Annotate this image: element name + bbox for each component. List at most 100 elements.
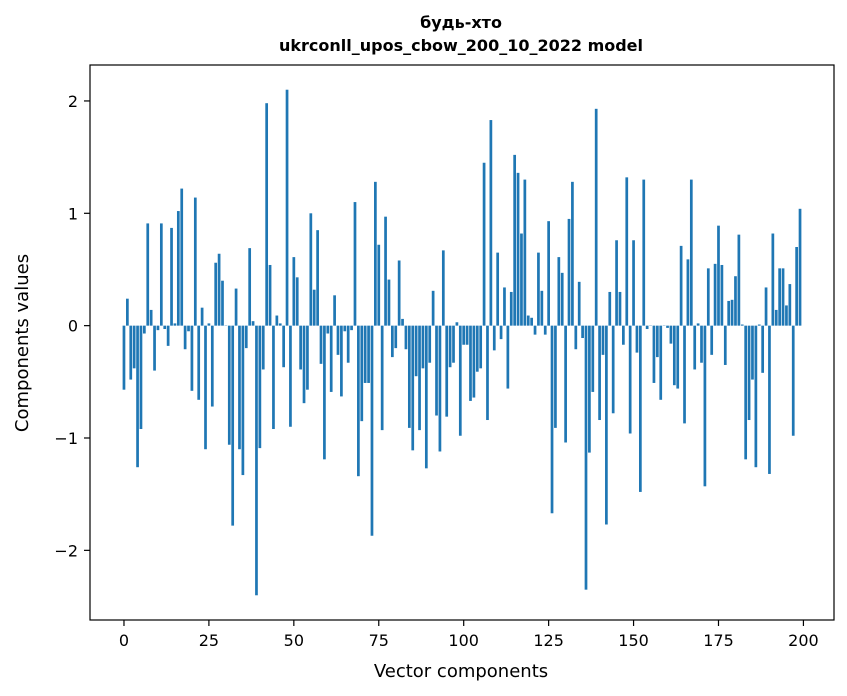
bar	[683, 325, 686, 424]
x-tick-label: 150	[618, 631, 649, 650]
bar	[778, 268, 782, 326]
bar	[292, 257, 296, 326]
x-axis-label: Vector components	[374, 661, 548, 682]
bar	[645, 325, 649, 330]
bar	[428, 325, 432, 363]
bar	[703, 325, 707, 487]
bar	[744, 325, 748, 460]
bar	[638, 325, 642, 492]
bar	[740, 324, 744, 326]
bar	[540, 290, 544, 326]
bar	[720, 264, 724, 326]
y-tick-label: −2	[54, 541, 78, 560]
bar	[414, 325, 418, 377]
bar	[156, 325, 160, 331]
bar	[520, 233, 523, 326]
bar	[190, 325, 194, 391]
bar	[771, 233, 775, 326]
bars-group	[122, 89, 802, 596]
bar	[723, 325, 727, 365]
bar	[727, 300, 731, 326]
bar	[689, 179, 693, 326]
bar	[486, 325, 489, 421]
x-tick-label: 75	[369, 631, 389, 650]
bar	[241, 325, 245, 476]
bar	[475, 325, 479, 372]
bar	[710, 325, 714, 355]
bar	[244, 325, 248, 349]
bar	[652, 325, 656, 383]
bar	[401, 318, 404, 326]
bar	[537, 252, 540, 326]
bar	[666, 325, 669, 328]
bar	[608, 291, 612, 326]
bar	[231, 325, 235, 526]
bar	[489, 120, 493, 326]
bar	[693, 325, 697, 370]
bar	[207, 323, 211, 326]
bar	[455, 322, 459, 326]
bar	[187, 325, 190, 332]
bar	[581, 325, 584, 339]
bar	[571, 181, 574, 326]
bar	[564, 325, 567, 443]
bar	[452, 325, 455, 363]
bar	[129, 325, 133, 380]
bar	[343, 325, 347, 332]
bar	[445, 325, 449, 417]
bar	[431, 290, 435, 326]
x-tick-label: 50	[284, 631, 304, 650]
bar	[598, 325, 601, 421]
bar	[472, 325, 476, 398]
bar	[672, 325, 676, 386]
chart-title: будь-хто	[420, 13, 502, 32]
bar	[530, 317, 534, 326]
bar	[713, 263, 717, 326]
bar	[268, 264, 272, 326]
bar	[554, 325, 557, 428]
bar	[679, 245, 683, 326]
bar	[357, 325, 360, 477]
bar	[193, 197, 197, 326]
bar	[655, 325, 659, 358]
bar	[774, 309, 778, 326]
bar	[197, 325, 201, 400]
bar	[234, 288, 238, 326]
bar	[448, 325, 452, 368]
bar	[360, 325, 364, 422]
y-tick-label: −1	[54, 429, 78, 448]
bar	[492, 325, 496, 351]
bar	[734, 276, 737, 326]
bar	[462, 325, 466, 345]
bar	[768, 325, 771, 474]
bar	[601, 325, 605, 355]
bar	[642, 179, 646, 326]
y-tick-label: 1	[68, 204, 78, 223]
bar	[659, 325, 663, 400]
bar	[261, 325, 265, 370]
bar	[615, 240, 618, 326]
bar	[306, 325, 309, 390]
bar	[176, 211, 180, 326]
bar	[346, 325, 350, 363]
bar	[227, 325, 231, 445]
bar	[781, 268, 785, 326]
bar	[323, 325, 326, 460]
bar	[251, 321, 255, 326]
bar	[132, 325, 136, 369]
bar	[329, 325, 333, 392]
bar	[628, 325, 632, 434]
bar	[272, 325, 275, 430]
bar	[747, 325, 751, 421]
bar	[625, 177, 629, 326]
bar	[139, 325, 143, 430]
bar	[149, 309, 153, 326]
bar	[299, 325, 302, 370]
bar	[458, 325, 462, 436]
bar	[289, 325, 292, 427]
bar	[560, 272, 564, 326]
bar	[142, 325, 146, 334]
bar	[278, 323, 282, 326]
bar	[397, 260, 401, 326]
